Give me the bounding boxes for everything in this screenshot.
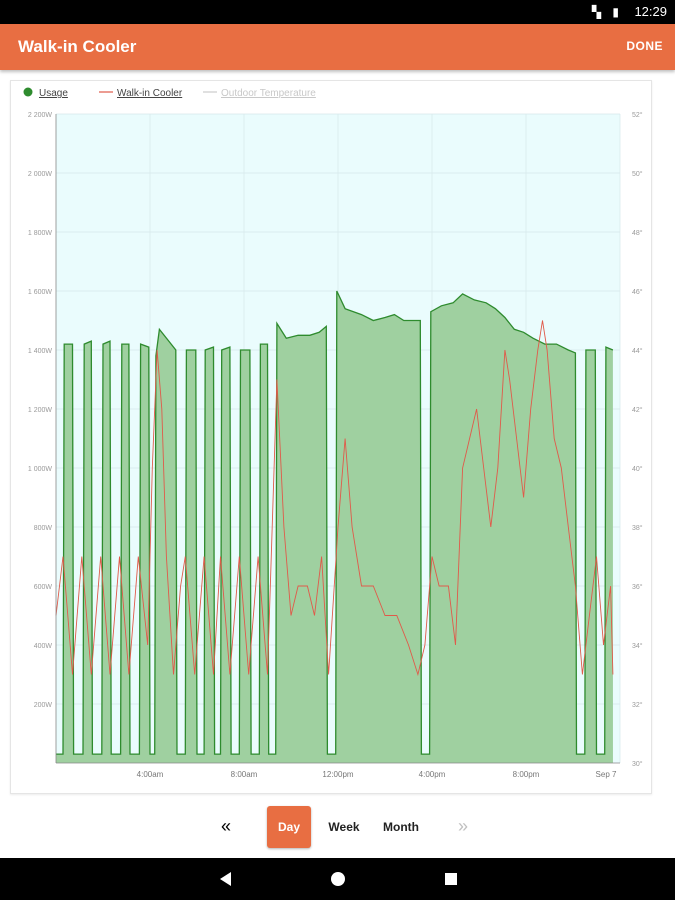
next-period-button[interactable]: » [458, 816, 469, 836]
usage-chart: 200W 400W 600W 800W 1 000W 1 200W 1 400W 1 600W… [28, 111, 643, 779]
y-left-tick-label: 1 000W [28, 466, 53, 473]
recents-icon[interactable] [443, 871, 459, 887]
x-tick-label: Sep 7 [596, 770, 617, 779]
legend-label-outdoor-temperature: Outdoor Temperature [221, 88, 316, 99]
done-button[interactable]: DONE [626, 39, 663, 53]
y-left-tick-label: 1 800W [28, 230, 53, 237]
page-title: Walk-in Cooler [18, 37, 137, 56]
legend-item-usage[interactable]: Usage [23, 87, 68, 99]
usage-area [56, 291, 613, 763]
walk-in-cooler-line [55, 320, 614, 677]
usage-line [56, 290, 614, 755]
y-right-tick-label: 40° [632, 465, 643, 473]
status-icons: ▚ ▮ [591, 5, 623, 19]
y-right-tick-label: 52° [632, 111, 643, 119]
outdoor-temperature-line-icon [203, 91, 217, 93]
legend-item-walk-in-cooler[interactable]: Walk-in Cooler [99, 87, 182, 99]
day-button[interactable]: Day [267, 806, 311, 848]
status-bar: ▚ ▮ 12:29 [0, 0, 675, 24]
system-nav-bar [0, 858, 675, 900]
y-right-tick-label: 50° [632, 170, 643, 178]
x-tick-label: 8:00am [231, 770, 258, 779]
y-left-tick-label: 200W [34, 702, 53, 709]
usage-dot-icon [23, 87, 33, 97]
back-icon[interactable] [218, 871, 234, 887]
y-right-tick-label: 46° [632, 288, 643, 296]
y-left-tick-label: 1 200W [28, 407, 53, 414]
legend-label-usage: Usage [39, 88, 68, 99]
y-left-tick-label: 2 200W [28, 112, 53, 119]
y-right-tick-label: 36° [632, 583, 643, 591]
y-left-tick-label: 800W [34, 525, 53, 532]
home-icon[interactable] [330, 871, 346, 887]
app-bar: Walk-in Cooler DONE [0, 24, 675, 70]
x-tick-label: 12:00pm [322, 770, 353, 779]
y-left-tick-label: 1 400W [28, 348, 53, 355]
y-right-tick-label: 32° [632, 701, 643, 709]
week-button[interactable]: Week [328, 820, 360, 834]
status-time: 12:29 [634, 4, 667, 19]
y-left-tick-label: 1 600W [28, 289, 53, 296]
prev-period-button[interactable]: « [221, 816, 232, 836]
month-button[interactable]: Month [383, 820, 419, 834]
y-right-tick-label: 34° [632, 642, 643, 650]
y-right-tick-label: 38° [632, 524, 643, 532]
y-right-tick-label: 42° [632, 406, 643, 414]
chart-card: Usage Walk-in Cooler Outdoor Temperature… [10, 80, 652, 794]
legend-item-outdoor-temperature[interactable]: Outdoor Temperature [203, 87, 316, 99]
walk-in-cooler-line-icon [99, 91, 113, 93]
y-left-tick-label: 400W [34, 643, 53, 650]
x-tick-label: 4:00am [137, 770, 164, 779]
legend-label-walk-in-cooler: Walk-in Cooler [117, 88, 183, 99]
y-right-tick-label: 30° [632, 760, 643, 768]
y-right-tick-label: 44° [632, 347, 643, 355]
x-tick-label: 4:00pm [419, 770, 446, 779]
y-left-tick-label: 2 000W [28, 171, 53, 178]
y-left-tick-label: 600W [34, 584, 53, 591]
x-tick-label: 8:00pm [513, 770, 540, 779]
y-right-tick-label: 48° [632, 229, 643, 237]
